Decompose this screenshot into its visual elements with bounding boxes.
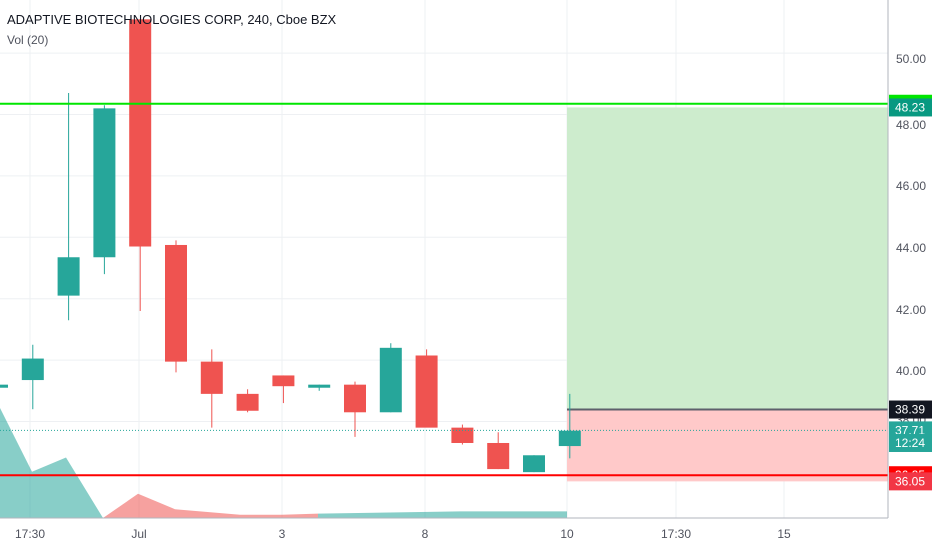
candle xyxy=(379,343,402,413)
candle-body xyxy=(487,442,510,470)
y-tick-label: 48.00 xyxy=(896,118,926,132)
price-badge-label: 37.71 xyxy=(895,423,925,437)
price-badge-label: 38.39 xyxy=(895,403,925,417)
price-badge-label: 36.05 xyxy=(895,474,925,488)
position-zones xyxy=(567,107,888,482)
volume-area xyxy=(318,511,567,518)
candle-body xyxy=(129,19,152,247)
candle xyxy=(57,93,80,321)
candle xyxy=(272,375,295,404)
candle-body xyxy=(0,384,8,388)
candle xyxy=(236,389,259,413)
candle xyxy=(93,105,116,275)
price-badge-background xyxy=(889,98,932,117)
candle-body xyxy=(236,393,259,411)
candle-body xyxy=(272,375,295,387)
candle-body xyxy=(57,257,80,296)
candle-body xyxy=(21,358,44,381)
candle xyxy=(415,349,438,428)
price-levels[interactable] xyxy=(0,102,888,477)
candle-body xyxy=(523,455,545,473)
candle xyxy=(523,455,545,473)
candle-body xyxy=(558,430,581,447)
price-badge-background xyxy=(889,433,932,452)
candle-body xyxy=(200,361,223,394)
candle-body xyxy=(93,108,116,258)
y-tick-label: 50.00 xyxy=(896,52,926,66)
candles[interactable] xyxy=(0,19,581,473)
price-badge-countdown: 12:24 xyxy=(889,433,932,452)
candle xyxy=(21,344,44,410)
volume-profile xyxy=(0,408,567,518)
y-tick-label: 44.00 xyxy=(896,241,926,255)
candle-body xyxy=(308,384,331,388)
candle-body xyxy=(379,347,402,413)
x-tick-label: 10 xyxy=(560,527,574,541)
symbol-title[interactable]: ADAPTIVE BIOTECHNOLOGIES CORP, 240, Cboe… xyxy=(7,12,337,27)
candle xyxy=(308,384,331,391)
price-badge-target-area-top: 48.23 xyxy=(889,98,932,117)
candle xyxy=(558,393,581,459)
chart-legend: ADAPTIVE BIOTECHNOLOGIES CORP, 240, Cboe… xyxy=(7,10,336,50)
y-tick-label: 46.00 xyxy=(896,179,926,193)
price-badge-stop-area-bottom: 36.05 xyxy=(889,472,932,491)
time-axis[interactable] xyxy=(0,518,932,550)
price-badge-entry: 38.39 xyxy=(889,400,932,419)
candle xyxy=(487,432,510,470)
volume-indicator-label[interactable]: Vol (20) xyxy=(7,33,49,47)
price-badge-background xyxy=(889,472,932,491)
price-axis[interactable] xyxy=(888,0,932,550)
candle-body xyxy=(344,384,366,413)
x-tick-label: 3 xyxy=(279,527,286,541)
x-tick-label: 8 xyxy=(422,527,429,541)
candle xyxy=(129,19,152,311)
price-badge-label: 12:24 xyxy=(895,436,925,450)
volume-area xyxy=(103,493,318,518)
candle-body xyxy=(415,355,438,428)
volume-area xyxy=(0,408,103,518)
candle xyxy=(0,384,8,388)
candle xyxy=(451,424,474,445)
candle-body xyxy=(451,427,474,443)
candle xyxy=(344,381,366,437)
price-badge-background xyxy=(889,400,932,419)
candle xyxy=(165,240,187,373)
y-tick-label: 42.00 xyxy=(896,303,926,317)
candle xyxy=(200,349,223,428)
x-tick-label: 17:30 xyxy=(15,527,45,541)
profit-zone xyxy=(567,107,888,410)
y-tick-label: 40.00 xyxy=(896,364,926,378)
price-badge-label: 48.23 xyxy=(895,100,925,114)
x-tick-label: 17:30 xyxy=(661,527,691,541)
x-tick-label: 15 xyxy=(777,527,791,541)
x-tick-label: Jul xyxy=(131,527,146,541)
candle-body xyxy=(165,244,187,362)
loss-zone xyxy=(567,409,888,482)
